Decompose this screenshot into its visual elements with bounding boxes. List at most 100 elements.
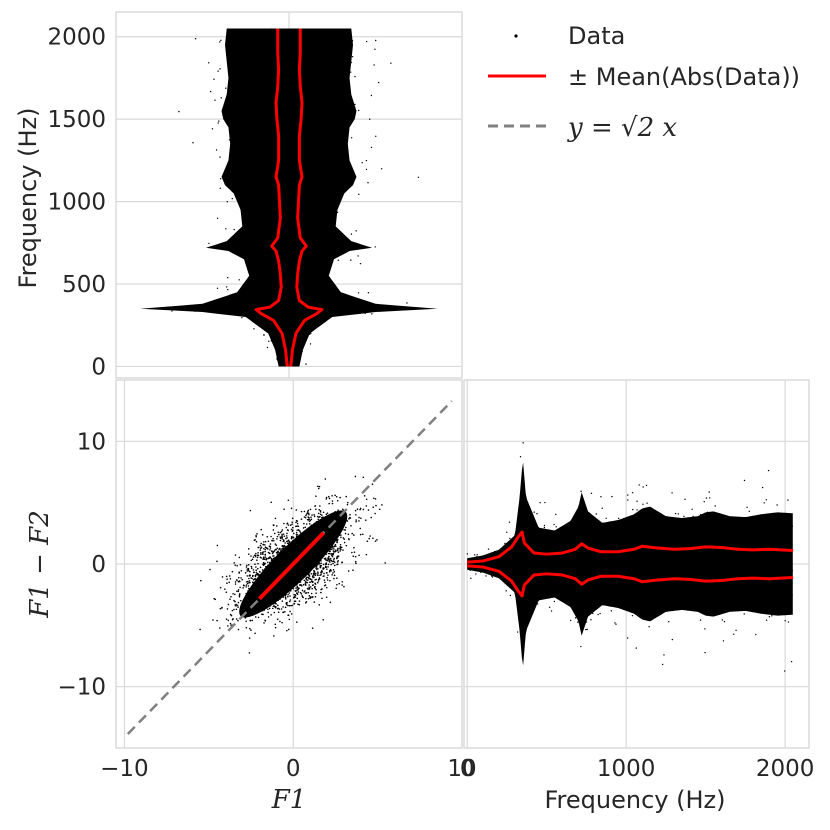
data-point [277,563,279,565]
data-point [324,581,326,584]
data-point [724,541,726,543]
data-point [259,90,261,93]
data-point [294,579,297,581]
data-point [259,566,262,569]
data-point [295,531,298,534]
data-point [572,573,574,576]
data-point [311,171,314,173]
data-point [284,598,287,600]
data-point [332,572,334,574]
data-point [651,534,653,536]
data-point [294,582,297,584]
data-point [327,548,330,551]
data-point [266,134,268,136]
data-point [302,191,304,193]
data-point [340,137,342,140]
data-point [307,516,309,518]
data-point [249,242,252,244]
data-point [571,546,573,549]
data-point [313,569,315,572]
data-point [318,299,320,301]
data-point [475,573,477,575]
data-point [262,146,265,148]
data-point [308,89,310,91]
data-point [310,558,312,561]
data-point [672,597,674,599]
data-point [216,560,218,563]
data-point [520,540,523,543]
data-point [267,575,269,577]
data-point [492,572,495,574]
mean-line [289,28,324,367]
data-point [245,305,247,307]
data-point [291,135,293,138]
data-point [510,569,513,571]
data-point [289,547,291,550]
data-point [306,143,308,146]
data-point [265,568,268,571]
data-point [273,532,276,535]
data-point [336,541,339,543]
data-point [280,264,283,266]
data-point [676,591,679,593]
data-point [627,593,630,595]
data-point [315,203,317,205]
data-point [506,552,508,554]
data-point [240,611,243,614]
data-point [273,29,276,31]
data-point [333,530,335,533]
data-point [297,546,299,548]
data-point [521,561,523,563]
data-point [314,595,317,598]
data-point [289,524,292,527]
data-point [689,518,692,520]
data-point [767,469,770,472]
data-point [313,545,316,548]
data-point [522,613,524,615]
data-point [331,574,333,576]
data-point [255,122,258,125]
data-point [541,581,543,584]
data-point [548,562,550,565]
data-point [317,70,319,72]
data-point [635,609,637,611]
data-point [289,595,291,597]
data-point [301,285,303,287]
data-point [296,520,299,522]
data-point [735,629,737,632]
data-point [262,284,264,286]
data-point [275,551,278,554]
data-point [614,541,617,544]
data-point [351,40,354,42]
data-point [225,228,227,230]
data-point [286,327,288,329]
data-point [719,576,721,578]
data-point [260,576,263,579]
data-point [534,571,537,574]
data-point [317,559,320,562]
data-point [769,558,772,560]
data-point [265,108,267,110]
data-point [277,589,279,592]
data-point [322,575,325,578]
data-point [257,584,260,587]
data-point [561,567,563,570]
data-point [261,323,263,325]
data-point [767,569,769,572]
data-point [329,539,331,542]
data-point [590,592,593,594]
data-point [295,189,298,191]
data-point [268,340,270,342]
data-point [737,559,740,561]
data-point [259,171,261,173]
data-point [577,531,580,534]
data-point [254,632,256,635]
data-point [378,508,381,511]
data-point [641,592,644,594]
data-point [234,564,236,566]
data-point [765,619,768,621]
data-point [257,616,260,619]
data-point [305,313,308,315]
data-point [273,603,275,605]
data-point [264,597,267,600]
